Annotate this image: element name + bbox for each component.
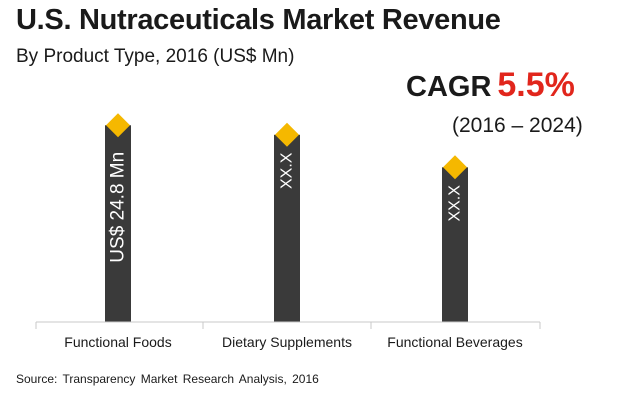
bar-1 <box>105 125 131 323</box>
bar-marker-1 <box>106 113 130 138</box>
category-label-1: Functional Foods <box>64 334 171 350</box>
chart-subtitle: By Product Type, 2016 (US$ Mn) <box>16 46 295 67</box>
cagr-period: (2016 – 2024) <box>452 114 583 137</box>
cagr-label: CAGR <box>406 71 492 103</box>
category-label-2: Dietary Supplements <box>222 334 352 350</box>
category-label-3: Functional Beverages <box>387 334 522 350</box>
bar-3 <box>442 167 468 322</box>
bar-2 <box>274 134 300 322</box>
data-label-3: XX.X <box>447 185 464 222</box>
data-label-2: XX.X <box>279 152 296 189</box>
cagr-headline: CAGR 5.5% <box>406 66 575 105</box>
source-note: Source: Transparency Market Research Ana… <box>16 372 319 386</box>
data-label-1: US$ 24.8 Mn <box>108 152 129 263</box>
bar-marker-2 <box>275 122 299 147</box>
bar-marker-3 <box>443 155 467 180</box>
cagr-value: 5.5% <box>497 66 575 104</box>
chart-title: U.S. Nutraceuticals Market Revenue <box>16 4 501 36</box>
